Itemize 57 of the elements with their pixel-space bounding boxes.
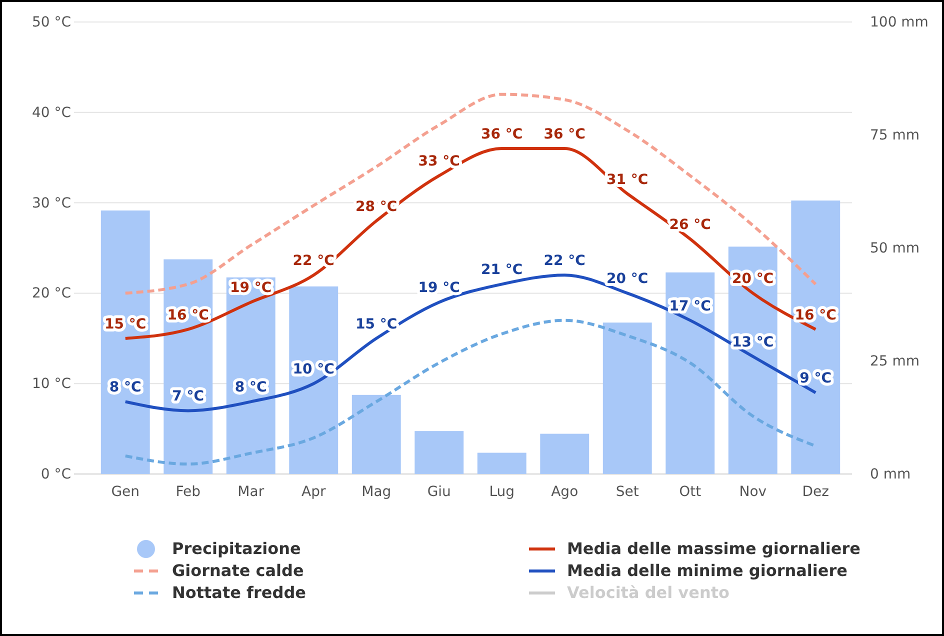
data-label: 36 °C (481, 126, 523, 143)
data-label: 21 °C (481, 262, 523, 278)
x-tick-label: Nov (739, 484, 767, 500)
y2-tick-label: 25 mm (870, 353, 920, 370)
data-label: 17 °C (669, 298, 711, 314)
y2-tick-label: 100 mm (870, 14, 928, 30)
data-label: 19 °C (230, 280, 272, 296)
x-tick-label: Gen (111, 484, 140, 500)
data-label: 10 °C (292, 362, 334, 378)
x-tick-label: Lug (489, 484, 515, 500)
data-label: 19 °C (418, 280, 460, 296)
legend-label: Media delle massime giornaliere (567, 539, 861, 558)
x-tick-label: Feb (176, 484, 201, 500)
y-tick-label: 40 °C (32, 104, 72, 121)
line-series (124, 274, 818, 412)
data-label: 7 °C (172, 388, 204, 405)
data-label: 13 °C (732, 334, 774, 350)
bar (602, 322, 652, 474)
data-label: 22 °C (544, 253, 586, 270)
data-label: 20 °C (606, 271, 648, 288)
y-tick-label: 20 °C (32, 286, 72, 302)
x-tick-label: Ago (551, 484, 578, 500)
legend-label: Giornate calde (172, 561, 304, 580)
y2-tick-label: 0 mm (870, 466, 911, 482)
x-tick-label: Mar (238, 484, 264, 500)
bar (666, 272, 715, 474)
data-label: 36 °C (544, 126, 586, 143)
data-label: 8 °C (109, 380, 142, 396)
y-tick-label: 30 °C (32, 195, 72, 212)
bar (791, 200, 840, 474)
bar (289, 286, 338, 474)
legend-label: Nottate fredde (172, 583, 306, 602)
data-label: 16 °C (167, 307, 209, 324)
bar (352, 394, 401, 474)
x-tick-label: Dez (802, 484, 829, 500)
y-tick-label: 50 °C (32, 14, 72, 30)
bar (540, 434, 590, 474)
data-label: 8 °C (234, 380, 267, 396)
legend-label: Precipitazione (172, 539, 301, 558)
x-tick-label: Set (616, 484, 640, 500)
legend-label: Media delle minime giornaliere (567, 561, 848, 580)
data-label: 15 °C (356, 316, 398, 332)
x-tick-label: Giu (427, 484, 451, 500)
data-label: 15 °C (104, 316, 146, 332)
y-tick-label: 10 °C (32, 376, 72, 392)
y-tick-label: 0 °C (40, 466, 72, 482)
data-label: 9 °C (800, 370, 832, 387)
y2-tick-label: 50 mm (870, 240, 920, 256)
line-series (124, 92, 818, 295)
data-label: 33 °C (418, 154, 460, 170)
bar (477, 452, 526, 474)
data-label: 16 °C (794, 307, 836, 324)
bar (414, 431, 464, 474)
x-tick-label: Ott (679, 484, 702, 500)
x-tick-label: Mag (362, 484, 392, 500)
y2-tick-label: 75 mm (870, 127, 920, 144)
x-tick-label: Apr (302, 484, 326, 500)
